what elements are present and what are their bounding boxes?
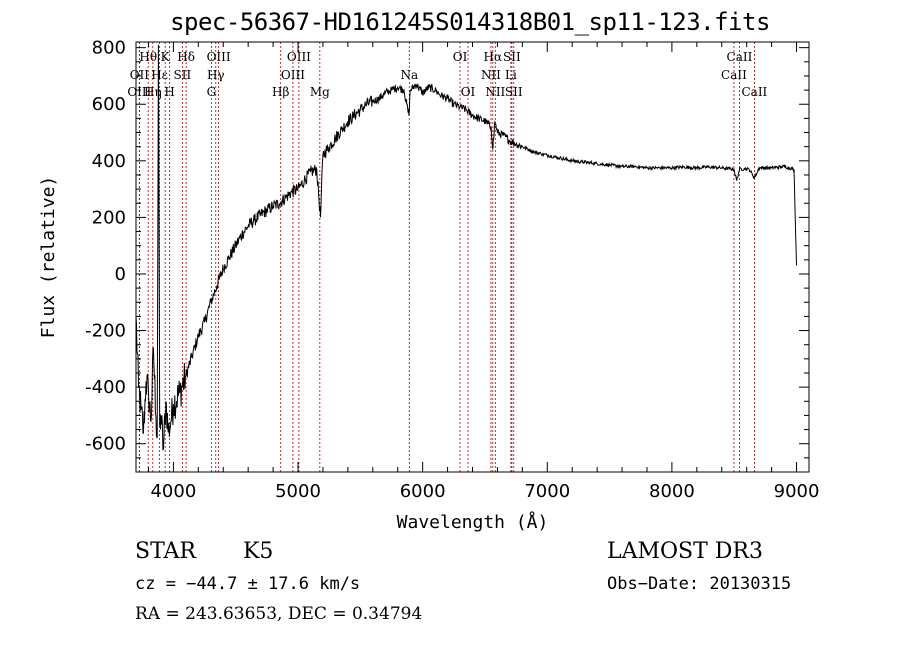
- line-label: Hγ: [207, 68, 225, 82]
- line-labels-group: Hθ OII OIII K Hε Hη H Hδ SII OIII Hγ G OIII OIII Hβ Mg N…: [127, 50, 767, 99]
- object-class: STAR: [135, 539, 196, 564]
- axis-ticks-group: 4000 5000 6000 7000 8000 9000 -600 -400 -200 0 200…: [85, 38, 819, 502]
- y-axis-label: Flux (relative): [38, 176, 59, 339]
- x-tick-label: 7000: [524, 481, 570, 502]
- line-label: OIII: [287, 50, 311, 64]
- line-label: OIII: [127, 85, 151, 99]
- survey-name: LAMOST DR3: [607, 539, 763, 564]
- plot-frame: [135, 41, 810, 473]
- ra-dec-coordinates: RA = 243.63653, DEC = 0.34794: [135, 604, 423, 624]
- line-label: Hβ: [272, 85, 289, 99]
- line-label: SII: [505, 85, 523, 99]
- y-tick-label: 800: [92, 38, 126, 59]
- line-label: Mg: [310, 85, 330, 99]
- line-label: Hη: [144, 85, 162, 99]
- line-label: Na: [400, 68, 418, 82]
- x-tick-label: 6000: [400, 481, 446, 502]
- line-label: K: [161, 50, 171, 64]
- line-label: NII: [481, 68, 501, 82]
- line-label: G: [207, 85, 217, 99]
- redshift-info: cz = −44.7 ± 17.6 km/s: [135, 574, 361, 594]
- x-axis-label: Wavelength (Å): [397, 511, 549, 533]
- line-label: CaII: [727, 50, 753, 64]
- spectrum-line: [135, 44, 797, 451]
- line-label: OI: [453, 50, 468, 64]
- object-subclass: K5: [243, 539, 274, 564]
- line-label: Hθ: [139, 50, 157, 64]
- line-label: Li: [505, 68, 517, 82]
- y-tick-label: 400: [92, 151, 126, 172]
- y-tick-label: 200: [92, 207, 126, 228]
- line-label: OIII: [207, 50, 231, 64]
- line-label: SII: [503, 50, 521, 64]
- y-tick-label: -600: [85, 434, 126, 455]
- line-label: SII: [174, 68, 192, 82]
- line-label: CaII: [721, 68, 747, 82]
- y-tick-label: -200: [85, 321, 126, 342]
- line-label: OIII: [281, 68, 305, 82]
- line-label: Hε: [151, 68, 168, 82]
- line-label: Hα: [484, 50, 503, 64]
- line-label: OI: [461, 85, 476, 99]
- y-tick-label: 0: [115, 264, 126, 285]
- line-label: OII: [130, 68, 150, 82]
- line-label: CaII: [741, 85, 767, 99]
- y-tick-label: 600: [92, 94, 126, 115]
- chart-title: spec-56367-HD161245S014318B01_sp11-123.f…: [170, 8, 770, 36]
- line-label: NII: [485, 85, 505, 99]
- observation-date: Obs−Date: 20130315: [607, 574, 792, 594]
- x-tick-label: 4000: [150, 481, 196, 502]
- line-label: H: [164, 85, 174, 99]
- x-tick-label: 8000: [649, 481, 695, 502]
- y-tick-label: -400: [85, 377, 126, 398]
- line-label: Hδ: [177, 50, 195, 64]
- x-tick-label: 9000: [774, 481, 820, 502]
- x-tick-label: 5000: [275, 481, 321, 502]
